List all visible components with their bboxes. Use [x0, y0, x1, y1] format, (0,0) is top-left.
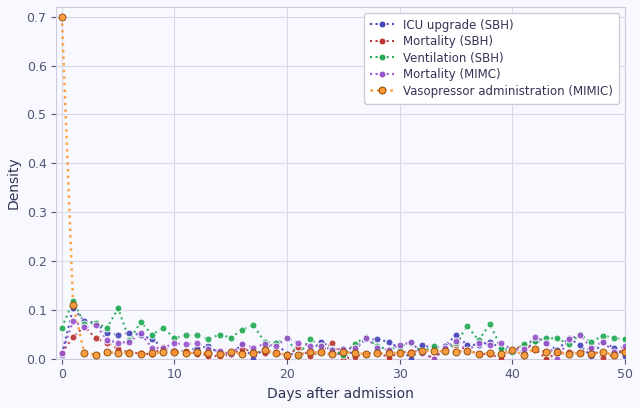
- X-axis label: Days after admission: Days after admission: [268, 387, 414, 401]
- Y-axis label: Density: Density: [7, 157, 21, 209]
- Legend: ICU upgrade (SBH), Mortality (SBH), Ventilation (SBH), Mortality (MIMC), Vasopre: ICU upgrade (SBH), Mortality (SBH), Vent…: [364, 13, 619, 104]
